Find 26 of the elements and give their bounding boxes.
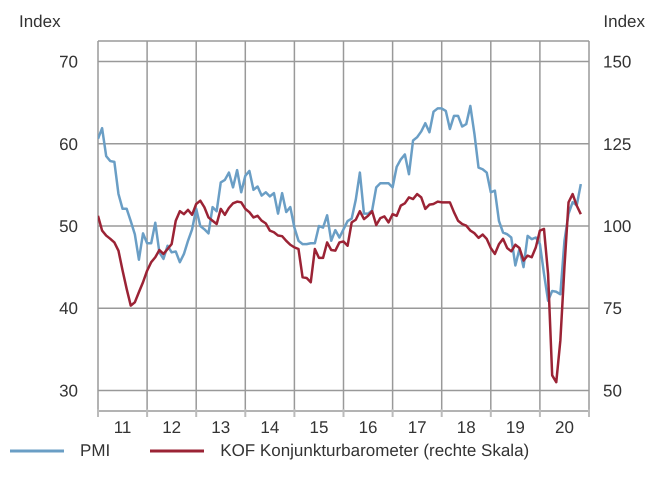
y-tick-label: 50 (59, 217, 78, 236)
line-series (98, 104, 582, 302)
y-axis-title: Index (19, 12, 61, 32)
x-tick-label: 14 (260, 418, 280, 437)
x-tick-label: 20 (554, 418, 574, 437)
y2-tick-label: 50 (603, 381, 622, 400)
legend-label: KOF Konjunkturbarometer (rechte Skala) (220, 441, 530, 461)
y2-axis-title: Index (603, 12, 645, 32)
y-tick-label: 40 (59, 299, 78, 318)
y2-tick-label: 150 (603, 52, 632, 72)
y-tick-label: 70 (59, 52, 78, 72)
y2-tick-label: 100 (603, 217, 632, 236)
x-tick-label: 15 (309, 418, 328, 437)
x-tick-label: 12 (162, 418, 182, 437)
x-tick-label: 18 (456, 418, 476, 437)
y2-tick-label: 75 (603, 299, 622, 318)
x-tick-label: 16 (358, 418, 378, 437)
x-tick-label: 17 (408, 418, 427, 437)
y-tick-label: 30 (59, 381, 78, 400)
x-tick-label: 11 (114, 418, 132, 437)
y2-tick-label: 125 (603, 134, 632, 154)
x-tick-label: 13 (211, 418, 230, 437)
x-tick-label: 19 (506, 418, 525, 437)
legend-label: PMI (80, 441, 110, 461)
y-tick-label: 60 (59, 134, 78, 154)
line-series (98, 192, 582, 384)
